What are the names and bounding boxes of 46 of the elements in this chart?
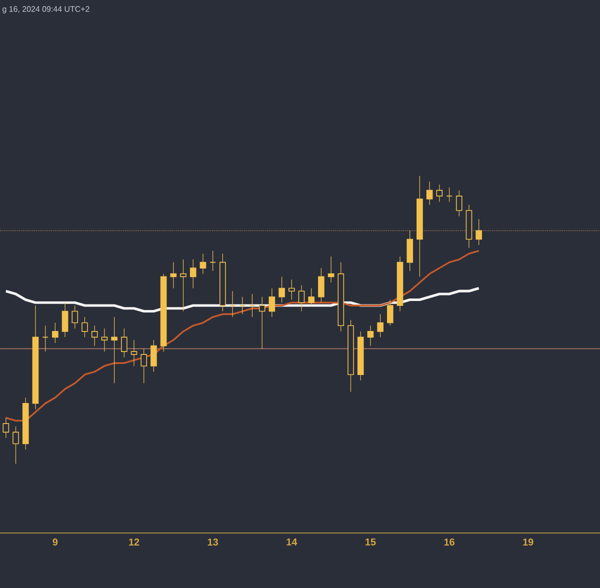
- candlestick: [140, 348, 148, 384]
- x-tick-label: 12: [129, 538, 140, 546]
- candlestick: [258, 296, 266, 349]
- candlestick: [91, 325, 98, 346]
- x-tick-label: 16: [444, 538, 454, 546]
- x-tick-label: 19: [523, 538, 534, 546]
- candlestick: [288, 279, 295, 300]
- candlestick: [200, 253, 206, 274]
- candlestick: [406, 230, 414, 272]
- candlestick: [150, 340, 157, 372]
- candlestick: [82, 316, 88, 338]
- candlestick: [456, 190, 462, 217]
- candlestick: [180, 259, 186, 312]
- candlestick: [130, 340, 138, 366]
- candlestick: [170, 262, 177, 289]
- candlestick: [239, 296, 246, 314]
- candlestick: [12, 426, 19, 464]
- candlestick: [249, 294, 256, 318]
- candlestick: [426, 181, 433, 206]
- x-tick-label: 15: [366, 538, 376, 546]
- candlestick: [377, 314, 384, 338]
- candlestick: [436, 184, 443, 202]
- candlestick: [268, 288, 276, 318]
- candlestick: [190, 259, 196, 289]
- x-tick-label: 13: [208, 538, 218, 546]
- candlestick: [387, 299, 394, 326]
- candlestick: [210, 250, 216, 272]
- candlestick: [111, 316, 118, 384]
- candlestick: [101, 328, 108, 352]
- candlestick: [298, 285, 305, 312]
- candlestick: [476, 218, 482, 246]
- candlestick: [52, 322, 58, 344]
- candlestick: [367, 325, 374, 346]
- candlestick: [328, 256, 334, 283]
- candlestick: [318, 268, 324, 303]
- candlestick: [42, 325, 48, 352]
- x-tick-label: 14: [286, 538, 298, 546]
- candlestick: [72, 305, 78, 329]
- candlestick: [229, 290, 236, 318]
- candlestick: [278, 276, 285, 303]
- candlestick: [120, 328, 128, 358]
- x-tick-label: 9: [52, 538, 58, 546]
- candlestick: [2, 418, 10, 438]
- candlestick: [308, 288, 314, 306]
- candlestick: [62, 302, 68, 338]
- candlestick: [446, 187, 452, 202]
